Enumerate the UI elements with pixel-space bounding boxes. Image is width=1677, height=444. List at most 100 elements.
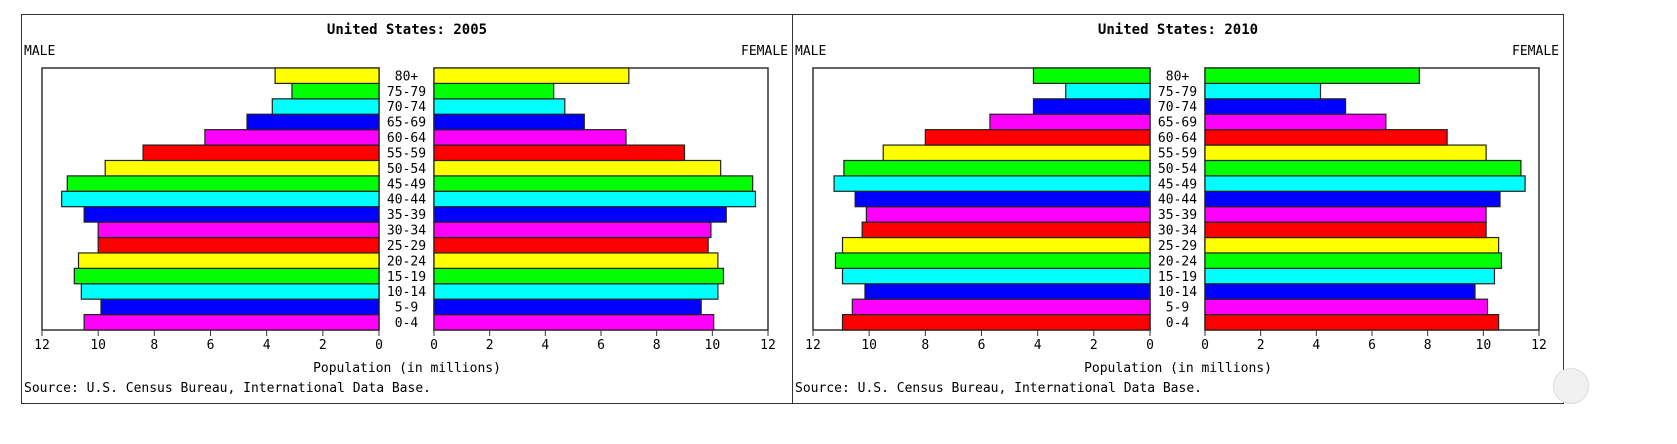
female-bar-40-44 [1204,190,1501,208]
female-bar-55-59 [1204,144,1487,162]
female-tick-label: 4 [1312,338,1320,353]
male-bar-5-9 [100,298,380,316]
female-bar-50-54 [433,159,722,177]
female-tick-label: 0 [430,338,438,353]
age-group-label: 80+ [1166,69,1190,84]
age-group-label: 35-39 [387,208,426,223]
age-group-label: 15-19 [387,270,426,285]
female-label: FEMALE [741,44,788,59]
male-bar-60-64 [204,129,380,146]
female-bar-60-64 [433,129,627,146]
age-group-label: 40-44 [1158,193,1197,208]
female-bar-65-69 [433,113,585,131]
age-group-label: 70-74 [387,100,426,115]
female-label: FEMALE [1512,44,1559,59]
female-bar-20-24 [433,252,719,269]
male-bar-25-29 [841,236,1151,254]
female-bar-55-59 [433,144,686,162]
female-bar-30-34 [433,221,712,239]
age-group-label: 5-9 [395,301,418,316]
male-bar-60-64 [924,129,1151,146]
female-bar-40-44 [433,190,757,208]
female-bar-80+ [433,67,630,85]
age-group-label: 25-29 [1158,239,1197,254]
female-tick-label: 0 [1201,338,1209,353]
male-bar-30-34 [861,221,1151,239]
age-group-label: 80+ [395,69,419,84]
female-bar-5-9 [1204,298,1489,316]
female-bar-45-49 [433,175,754,192]
male-bar-0-4 [841,313,1151,331]
pyramid-2005-chart: United States: 2005 MALE FEMALE 0-45-910… [24,22,788,396]
female-tick-label: 6 [597,338,605,353]
male-tick-label: 0 [375,338,383,353]
male-bar-65-69 [246,113,380,131]
male-bar-55-59 [142,144,380,162]
female-bar-10-14 [1204,283,1476,300]
male-bar-10-14 [864,283,1151,300]
male-tick-label: 12 [805,338,821,353]
x-axis-label: Population (in millions) [1084,361,1272,376]
female-bar-60-64 [1204,129,1448,146]
female-tick-label: 4 [541,338,549,353]
male-bar-55-59 [882,144,1151,162]
male-tick-label: 2 [319,338,327,353]
male-bar-45-49 [833,175,1151,192]
female-tick-label: 10 [705,338,721,353]
male-label: MALE [24,44,55,59]
female-bar-75-79 [1204,82,1322,100]
male-tick-label: 2 [1090,338,1098,353]
age-group-label: 35-39 [1158,208,1197,223]
female-bar-20-24 [1204,252,1503,269]
age-group-label: 15-19 [1158,270,1197,285]
age-group-label: 20-24 [1158,254,1197,269]
female-bar-80+ [1204,67,1420,85]
male-bar-20-24 [834,252,1151,269]
male-bar-40-44 [61,190,380,208]
source-note: Source: U.S. Census Bureau, Internationa… [24,381,431,396]
chart-title: United States: 2010 [1098,22,1258,38]
female-bar-0-4 [1204,313,1500,331]
age-group-label: 0-4 [1166,316,1190,331]
male-bar-70-74 [271,98,380,115]
scroll-button[interactable] [1553,368,1589,404]
male-bar-5-9 [851,298,1151,316]
age-group-label: 10-14 [387,285,426,300]
female-bar-25-29 [433,236,709,254]
female-tick-label: 6 [1368,338,1376,353]
male-bar-50-54 [843,159,1151,177]
male-tick-label: 8 [150,338,158,353]
male-bar-20-24 [77,252,380,269]
female-bar-35-39 [1204,206,1487,223]
female-bar-25-29 [1204,236,1500,254]
male-bar-50-54 [104,159,380,177]
male-label: MALE [795,44,826,59]
male-tick-label: 4 [1034,338,1042,353]
age-group-label: 65-69 [387,116,426,131]
male-bar-75-79 [1065,82,1151,100]
male-bar-45-49 [66,175,380,192]
age-group-label: 60-64 [1158,131,1197,146]
female-bar-15-19 [433,267,725,285]
male-bar-30-34 [97,221,380,239]
female-tick-label: 12 [760,338,776,353]
source-note: Source: U.S. Census Bureau, Internationa… [795,381,1202,396]
male-bar-25-29 [97,236,380,254]
age-group-label: 60-64 [387,131,426,146]
female-tick-label: 12 [1531,338,1547,353]
female-tick-label: 2 [1257,338,1265,353]
age-group-label: 55-59 [1158,146,1197,161]
pyramid-2005-panel: United States: 2005 MALE FEMALE 0-4 5-9 10… [21,14,793,404]
female-bar-35-39 [433,206,727,223]
age-group-label: 0-4 [395,316,419,331]
age-group-label: 10-14 [1158,285,1197,300]
male-bar-80+ [274,67,380,85]
age-group-label: 30-34 [1158,224,1197,239]
male-tick-label: 4 [263,338,271,353]
male-bar-80+ [1032,67,1151,85]
age-group-label: 5-9 [1166,301,1189,316]
female-bar-50-54 [1204,159,1522,177]
male-tick-label: 8 [921,338,929,353]
age-group-label: 40-44 [387,193,426,208]
female-bar-45-49 [1204,175,1526,192]
